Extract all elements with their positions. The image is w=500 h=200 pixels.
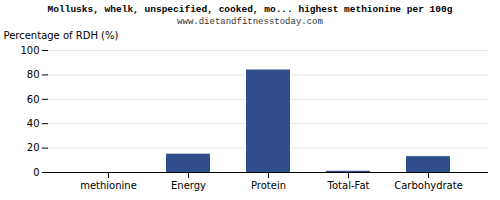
- svg-text:Percentage of RDH (%): Percentage of RDH (%): [4, 30, 119, 41]
- svg-text:40: 40: [27, 118, 40, 129]
- svg-text:20: 20: [27, 142, 40, 153]
- svg-text:Energy: Energy: [171, 180, 206, 191]
- html-text:Mollusks, whelk, unspecified,: Mollusks, whelk, unspecified, cooked, mo…: [47, 4, 453, 15]
- svg-text:Total-Fat: Total-Fat: [327, 180, 370, 191]
- svg-text:60: 60: [27, 94, 40, 105]
- svg-text:Carbohydrate: Carbohydrate: [394, 180, 463, 191]
- svg-text:100: 100: [20, 45, 39, 56]
- svg-text:methionine: methionine: [80, 180, 137, 191]
- svg-text:0: 0: [33, 167, 39, 178]
- svg-text:Protein: Protein: [251, 180, 286, 191]
- svg-text:80: 80: [27, 69, 40, 80]
- html-text:www.dietandfitnesstoday.com: www.dietandfitnesstoday.com: [177, 17, 323, 27]
